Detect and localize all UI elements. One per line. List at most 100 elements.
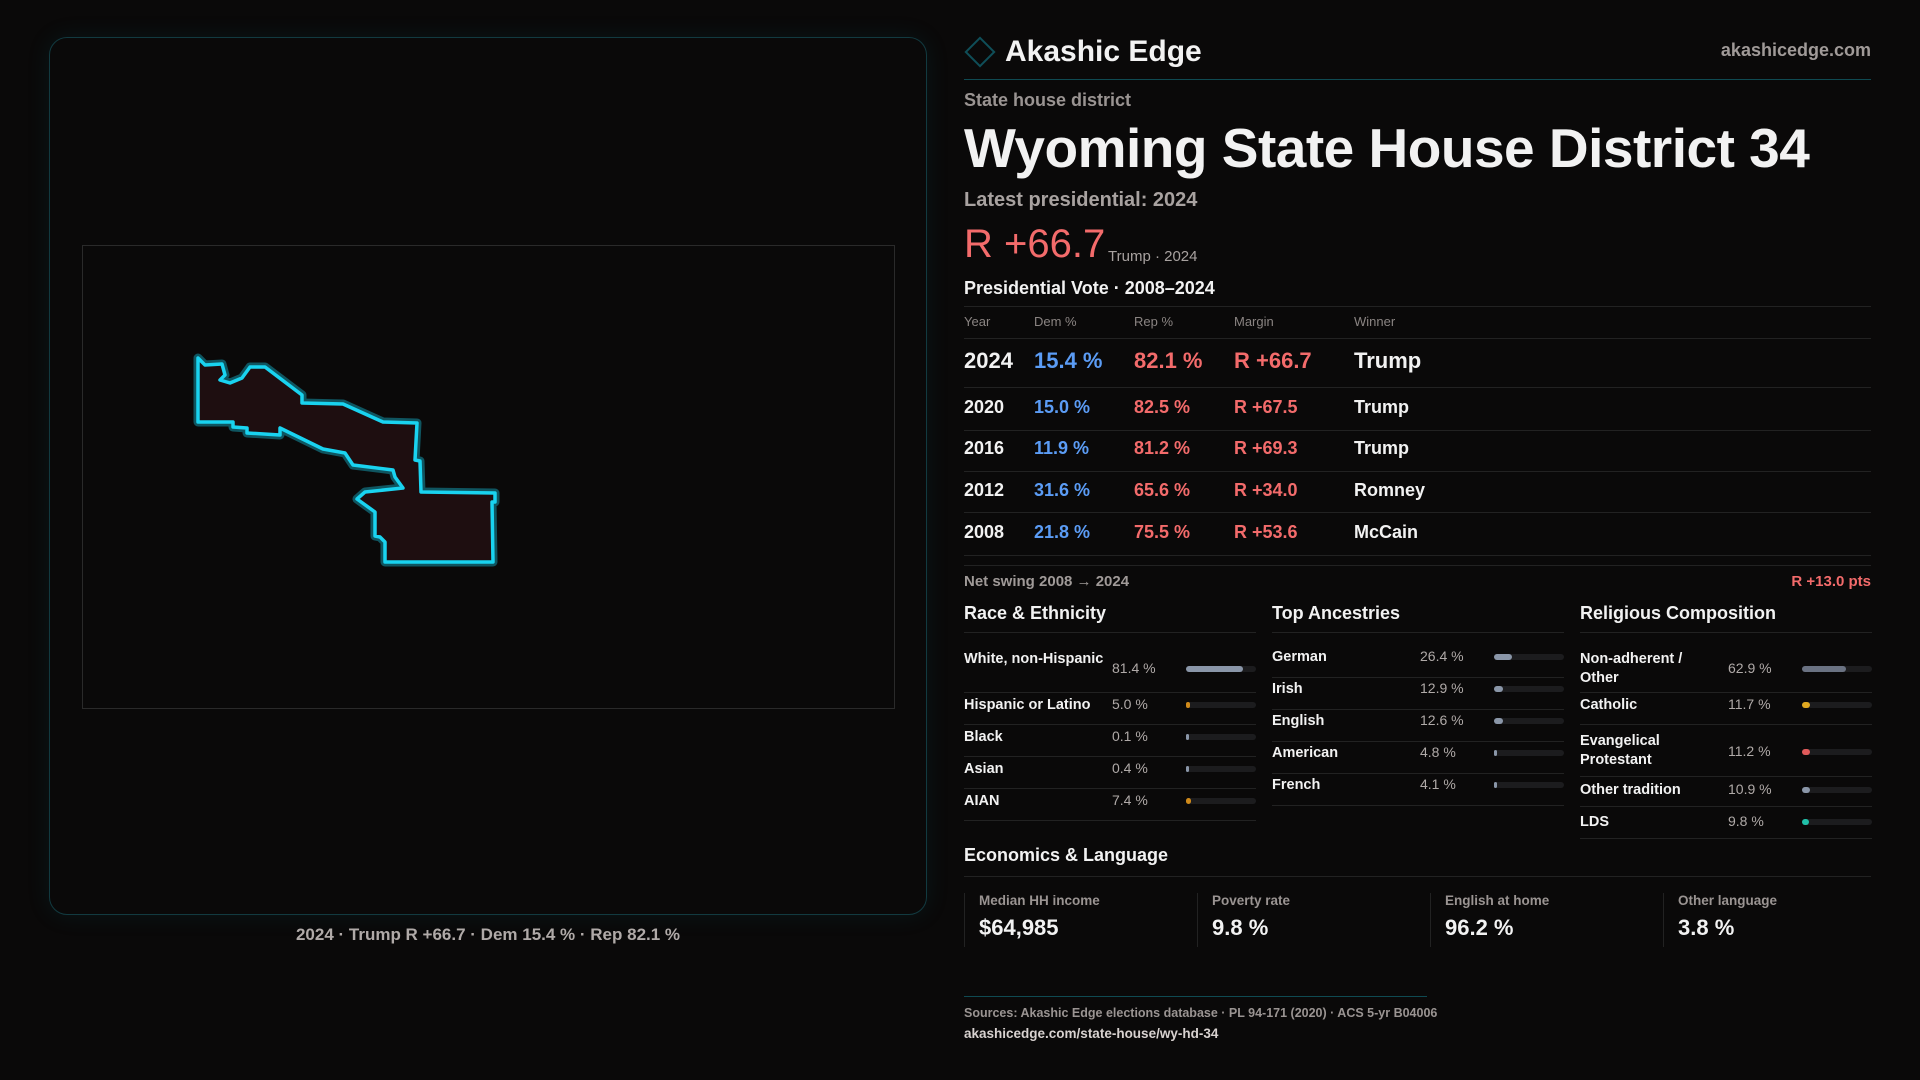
footer-divider [964, 996, 1427, 997]
stat-label: English at home [1445, 893, 1550, 908]
item-value: 0.1 % [1112, 728, 1148, 744]
district-shape[interactable] [193, 353, 500, 567]
item-divider [964, 724, 1256, 725]
list-item: Catholic 11.7 % [1580, 690, 1872, 725]
item-value: 10.9 % [1728, 781, 1772, 797]
item-divider [964, 692, 1256, 693]
cell-margin: R +34.0 [1234, 480, 1298, 500]
brand-logo[interactable]: Akashic Edge [964, 34, 1202, 70]
cell-year: 2024 [964, 348, 1013, 373]
cell-margin: R +66.7 [1234, 348, 1312, 373]
cell-winner: Trump [1354, 438, 1410, 458]
item-label: German [1272, 648, 1327, 665]
cell-year: 2008 [964, 522, 1005, 542]
cell-rep: 65.6 % [1134, 480, 1191, 500]
item-divider [1272, 805, 1564, 806]
section-title: Religious Composition [1580, 603, 1776, 623]
item-bar-fill [1494, 782, 1497, 788]
section-divider [964, 632, 1256, 633]
row-divider [964, 387, 1871, 388]
column-header: Margin [1234, 314, 1274, 329]
item-label: Catholic [1580, 696, 1638, 713]
item-bar [1494, 718, 1564, 724]
item-value: 81.4 % [1112, 660, 1156, 676]
stat-value: 9.8 % [1212, 915, 1269, 940]
list-item: Other tradition 10.9 % [1580, 778, 1872, 807]
cell-rep: 81.2 % [1134, 438, 1191, 458]
item-bar-fill [1494, 654, 1513, 660]
cell-winner: Trump [1354, 348, 1422, 373]
cell-dem: 21.8 % [1034, 522, 1091, 542]
item-bar [1186, 766, 1256, 772]
item-bar-fill [1802, 666, 1847, 672]
column-header: Dem % [1034, 314, 1077, 329]
item-bar-fill [1494, 686, 1504, 692]
cell-margin: R +53.6 [1234, 522, 1298, 542]
list-item: German 26.4 % [1272, 645, 1564, 678]
stat-value: 96.2 % [1445, 915, 1514, 940]
item-value: 12.9 % [1420, 680, 1464, 696]
cell-winner: Romney [1354, 480, 1426, 500]
cell-winner: Trump [1354, 397, 1410, 417]
map-caption: 2024 · Trump R +66.7 · Dem 15.4 % · Rep … [295, 925, 681, 944]
item-bar-fill [1494, 750, 1498, 756]
item-bar-fill [1186, 798, 1192, 804]
cell-winner: McCain [1354, 522, 1419, 542]
header-divider [964, 338, 1871, 339]
item-bar [1494, 654, 1564, 660]
economics-divider [964, 876, 1871, 877]
row-divider [964, 555, 1871, 556]
cell-margin: R +69.3 [1234, 438, 1298, 458]
brand-name: Akashic Edge [1005, 35, 1202, 68]
list-item: Irish 12.9 % [1272, 677, 1564, 710]
item-label: Asian [964, 760, 1004, 777]
item-label: AIAN [964, 792, 1000, 809]
stat-card: Median HH income $64,985 [964, 893, 1196, 947]
cell-year: 2016 [964, 438, 1005, 458]
item-divider [1580, 724, 1872, 725]
cell-rep: 75.5 % [1134, 522, 1191, 542]
list-item: AIAN 7.4 % [964, 786, 1256, 821]
latest-presidential: Latest presidential: 2024 [964, 189, 1198, 211]
list-item: White, non-Hispanic 81.4 % [964, 650, 1256, 693]
item-bar-fill [1802, 819, 1809, 825]
section-title: Race & Ethnicity [964, 603, 1107, 623]
item-value: 11.7 % [1728, 696, 1771, 712]
page-url[interactable]: akashicedge.com/state-house/wy-hd-34 [964, 1026, 1219, 1041]
list-item: Non-adherent / Other 62.9 % [1580, 650, 1872, 693]
item-label: English [1272, 712, 1325, 729]
item-bar-fill [1802, 787, 1810, 793]
stat-value: 3.8 % [1678, 915, 1735, 940]
section-divider [1272, 632, 1564, 633]
table-bottom-divider [964, 565, 1871, 566]
item-divider [1272, 677, 1564, 678]
item-bar-fill [1186, 702, 1190, 708]
item-bar [1494, 750, 1564, 756]
stat-card: Poverty rate 9.8 % [1197, 893, 1429, 947]
item-bar [1186, 734, 1256, 740]
item-value: 11.2 % [1728, 743, 1771, 759]
vote-table-title: Presidential Vote · 2008–2024 [964, 278, 1215, 298]
cell-dem: 15.0 % [1034, 397, 1091, 417]
stat-card: English at home 96.2 % [1430, 893, 1662, 947]
section-divider [1580, 632, 1872, 633]
item-value: 26.4 % [1420, 648, 1464, 664]
list-item: English 12.6 % [1272, 709, 1564, 742]
column-header: Year [964, 314, 991, 329]
item-bar-fill [1802, 749, 1810, 755]
column-header: Rep % [1134, 314, 1174, 329]
item-value: 5.0 % [1112, 696, 1148, 712]
row-divider [964, 471, 1871, 472]
item-bar-fill [1186, 666, 1243, 672]
site-link[interactable]: akashicedge.com [1720, 40, 1871, 60]
item-bar [1802, 819, 1872, 825]
item-bar [1186, 702, 1256, 708]
item-divider [1580, 692, 1872, 693]
item-bar [1186, 666, 1256, 672]
cell-year: 2020 [964, 397, 1005, 417]
diamond-icon [964, 36, 996, 68]
map-frame [82, 245, 895, 709]
item-divider [1272, 741, 1564, 742]
map-panel [49, 37, 927, 915]
